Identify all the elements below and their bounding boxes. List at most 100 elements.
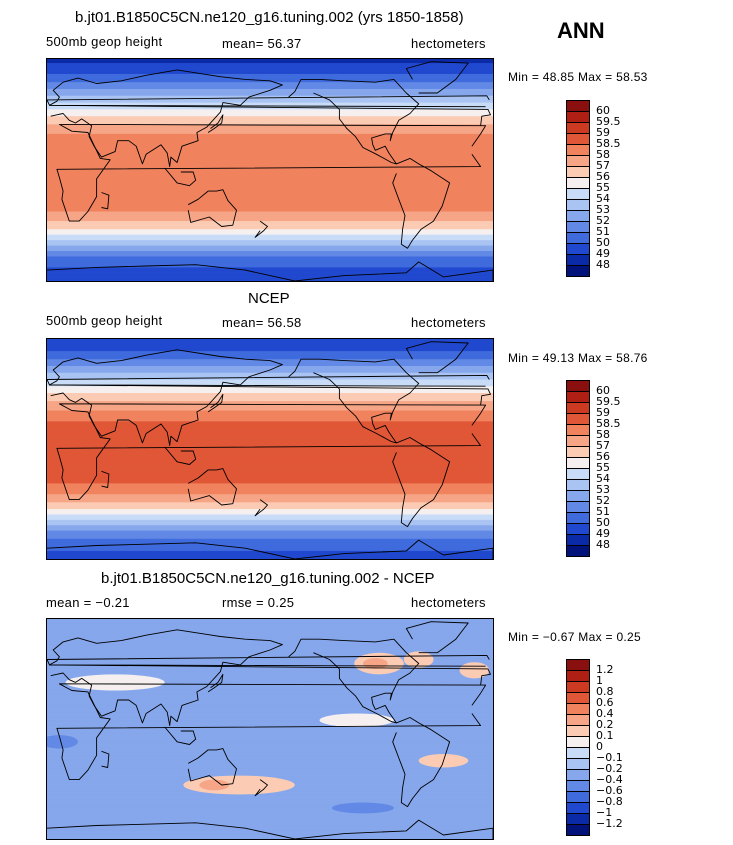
map-band <box>47 197 493 200</box>
map-band <box>47 699 493 702</box>
coastline <box>187 748 237 786</box>
map-band <box>47 271 493 274</box>
map-band <box>47 425 493 428</box>
map-band <box>47 691 493 694</box>
map-band <box>47 275 493 278</box>
colorbar-tick-label: 50 <box>596 516 610 529</box>
map-band <box>47 488 493 491</box>
map-band <box>47 828 493 831</box>
map-band <box>47 195 493 198</box>
colorbar-tick-label: −0.4 <box>596 773 623 786</box>
colorbar-cell <box>566 736 590 747</box>
colorbar-cell <box>566 802 590 813</box>
map-band <box>47 87 493 90</box>
map-band <box>47 206 493 209</box>
map-band <box>47 502 493 505</box>
map-band <box>47 693 493 696</box>
map-band <box>47 706 493 709</box>
coastline <box>207 393 224 413</box>
map-band <box>47 442 493 445</box>
map-band <box>47 756 493 759</box>
panel1-variable-label: 500mb geop height <box>46 34 163 49</box>
map-band <box>47 763 493 766</box>
map-band <box>47 532 493 534</box>
map-band <box>47 233 493 236</box>
map-band <box>47 821 493 824</box>
map-band <box>47 150 493 153</box>
map-band <box>47 799 493 802</box>
map-band <box>47 136 493 139</box>
map-band <box>47 226 493 229</box>
map-band <box>47 64 493 67</box>
map-band <box>47 556 493 559</box>
map-band <box>47 511 493 514</box>
map-band <box>47 189 493 192</box>
map-band <box>47 759 493 762</box>
map-band <box>47 162 493 165</box>
map-band <box>47 413 493 416</box>
colorbar-cell <box>566 243 590 254</box>
map-band <box>47 146 493 149</box>
map-band <box>47 496 493 499</box>
map-band <box>47 452 493 455</box>
colorbar-tick-label: 58 <box>596 148 610 161</box>
map-band <box>47 825 493 828</box>
map-band <box>47 736 493 739</box>
colorbar-tick-label: 59.5 <box>596 115 621 128</box>
map-band <box>47 154 493 157</box>
panel2-title: NCEP <box>248 290 290 307</box>
map-band <box>47 392 493 395</box>
map-band <box>47 103 493 106</box>
map-band <box>47 411 493 414</box>
map-band <box>47 170 493 173</box>
coastline <box>49 349 491 447</box>
map-band <box>47 441 493 444</box>
colorbar-cell <box>566 435 590 446</box>
map-band <box>47 737 493 740</box>
map-band <box>47 682 493 685</box>
map-band <box>47 764 493 767</box>
map-band <box>47 484 493 487</box>
map-band <box>47 182 493 185</box>
map-band <box>47 705 493 708</box>
map-band <box>47 210 493 213</box>
map-band <box>47 388 493 391</box>
map-band <box>47 251 493 253</box>
colorbar-tick-label: 52 <box>596 494 610 507</box>
map-band <box>47 806 493 809</box>
map-band <box>47 152 493 155</box>
map-band <box>47 102 493 105</box>
map-band <box>47 455 493 458</box>
map-band <box>47 159 493 162</box>
map-band <box>47 735 493 738</box>
map-band <box>47 437 493 440</box>
map-band <box>47 708 493 711</box>
map-band <box>47 797 493 800</box>
map-band <box>47 345 493 348</box>
map-band <box>47 157 493 160</box>
map-band <box>47 668 493 671</box>
map-band <box>47 151 493 154</box>
panel2-map <box>46 338 494 560</box>
colorbar-cell <box>566 210 590 221</box>
map-band <box>47 86 493 89</box>
map-band <box>47 837 493 839</box>
map-band <box>47 802 493 805</box>
map-band <box>47 370 493 372</box>
map-band <box>47 492 493 495</box>
map-band <box>47 620 493 623</box>
map-band <box>47 545 493 548</box>
map-band <box>47 507 493 510</box>
map-band <box>47 344 493 347</box>
map-band <box>47 248 493 251</box>
map-band <box>47 116 493 119</box>
map-band <box>47 91 493 94</box>
map-band <box>47 817 493 820</box>
map-band <box>47 419 493 422</box>
panel3-min-max: Min = −0.67 Max = 0.25 <box>508 630 642 644</box>
map-band <box>47 432 493 435</box>
map-band <box>47 801 493 804</box>
map-band <box>47 829 493 832</box>
map-band <box>47 541 493 544</box>
map-band <box>47 553 493 556</box>
